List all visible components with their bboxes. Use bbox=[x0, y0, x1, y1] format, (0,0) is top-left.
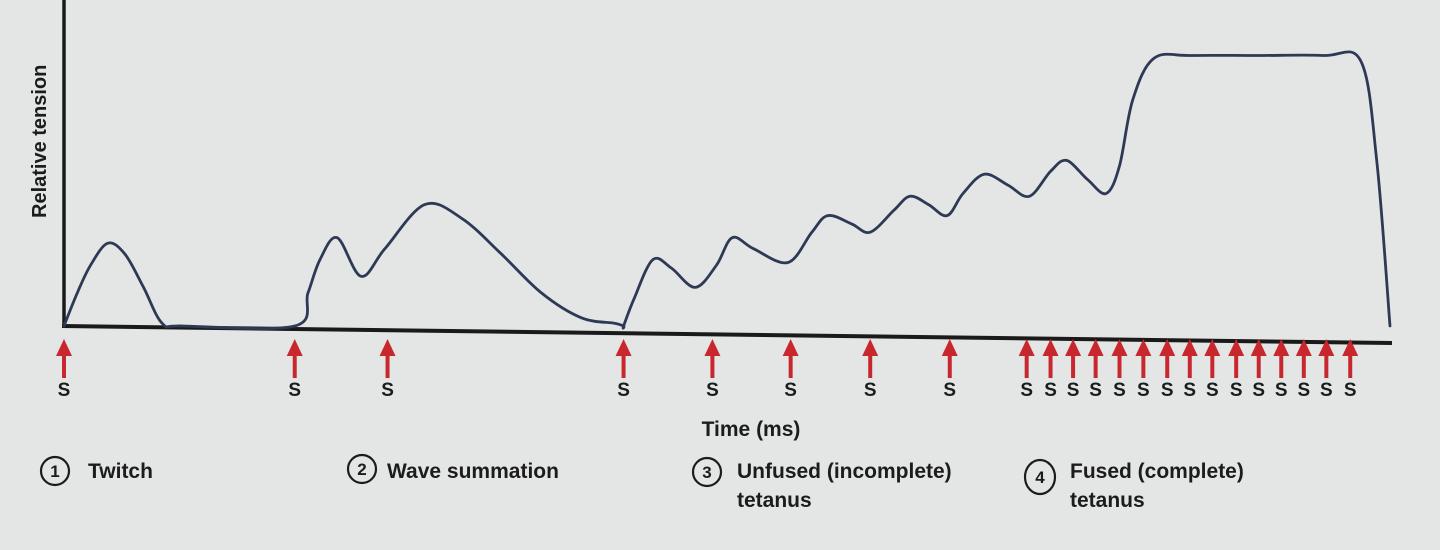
stimulus-10: S bbox=[1065, 339, 1082, 401]
circled-number-ring bbox=[346, 453, 378, 485]
stimulus-label: S bbox=[1161, 380, 1174, 401]
stimulus-11: S bbox=[1087, 339, 1104, 401]
stimulus-label: S bbox=[1206, 380, 1219, 401]
stimulus-label: S bbox=[1297, 380, 1310, 401]
stimulus-label: S bbox=[1252, 380, 1265, 401]
phase-label-line: Twitch bbox=[88, 460, 153, 483]
stimulus-arrow-head bbox=[1204, 339, 1221, 356]
stimulus-1: S bbox=[286, 339, 303, 401]
stimulus-arrow-head bbox=[1342, 339, 1359, 356]
stimulus-arrow-head bbox=[862, 339, 879, 356]
stimulus-17: S bbox=[1228, 339, 1245, 401]
phase-label-line: tetanus bbox=[1070, 489, 1145, 512]
phase-label-line: Unfused (incomplete) bbox=[737, 460, 952, 483]
stimulus-label: S bbox=[706, 380, 719, 401]
stimulus-21: S bbox=[1318, 339, 1335, 401]
stimulus-label: S bbox=[1137, 380, 1150, 401]
stimulus-arrow-head bbox=[1159, 339, 1176, 356]
stimulus-arrow-head bbox=[1273, 339, 1290, 356]
circled-number: 2 bbox=[357, 460, 366, 479]
stimulus-9: S bbox=[1042, 339, 1059, 401]
stimulus-arrow-head bbox=[1295, 339, 1312, 356]
stimulus-0: S bbox=[56, 339, 72, 401]
stimulus-arrow-head bbox=[1065, 339, 1082, 356]
stimulus-2: S bbox=[379, 339, 396, 401]
stimulus-arrow-head bbox=[1181, 339, 1198, 356]
stimulus-arrow-head bbox=[1018, 339, 1035, 356]
stimulus-label: S bbox=[1044, 380, 1057, 401]
circled-number-ring bbox=[691, 456, 723, 488]
stimulus-12: S bbox=[1111, 339, 1128, 401]
stimulus-label: S bbox=[58, 380, 71, 401]
stimulus-label: S bbox=[864, 380, 877, 401]
stimulus-label: S bbox=[943, 380, 956, 401]
circled-number: 3 bbox=[702, 463, 711, 482]
y-axis-label: Relative tension bbox=[29, 65, 51, 218]
stimulus-label: S bbox=[288, 380, 301, 401]
stimulus-arrow-head bbox=[615, 339, 632, 356]
stimulus-label: S bbox=[381, 380, 394, 401]
phase-label-line: Fused (complete) bbox=[1070, 460, 1244, 483]
phase-annotation-4: 4 Fused (complete) tetanus bbox=[1023, 458, 1244, 512]
stimulus-arrow-head bbox=[56, 339, 72, 356]
phase-annotation-2: 2 Wave summation bbox=[346, 453, 559, 485]
x-axis-label: Time (ms) bbox=[702, 418, 801, 441]
stimulus-4: S bbox=[704, 339, 721, 401]
stimulus-22: S bbox=[1342, 339, 1359, 401]
stimulus-arrow-head bbox=[1111, 339, 1128, 356]
stimulus-13: S bbox=[1135, 339, 1152, 401]
stimulus-label: S bbox=[1230, 380, 1243, 401]
tension-curve-0 bbox=[62, 50, 1392, 330]
circled-number: 4 bbox=[1035, 468, 1045, 487]
stimulus-7: S bbox=[941, 339, 958, 401]
phase-annotation-3: 3 Unfused (incomplete) tetanus bbox=[691, 456, 952, 512]
tension-curve-group bbox=[62, 50, 1392, 330]
stimulus-15: S bbox=[1181, 339, 1198, 401]
stimulus-label: S bbox=[1067, 380, 1080, 401]
stimulus-19: S bbox=[1273, 339, 1290, 401]
circled-number: 1 bbox=[50, 462, 59, 481]
phase-label-line: Wave summation bbox=[387, 460, 559, 483]
stimulus-label: S bbox=[784, 380, 797, 401]
stimulus-20: S bbox=[1295, 339, 1312, 401]
stimulus-arrow-head bbox=[704, 339, 721, 356]
stimulus-arrow-head bbox=[1087, 339, 1104, 356]
stimulus-arrow-head bbox=[1042, 339, 1059, 356]
stimulus-6: S bbox=[862, 339, 879, 401]
stimulus-label: S bbox=[1020, 380, 1033, 401]
stimulus-label: S bbox=[1089, 380, 1102, 401]
circled-number-ring bbox=[1023, 458, 1057, 496]
stimulus-arrow-head bbox=[782, 339, 799, 356]
phase-label-line: tetanus bbox=[737, 489, 812, 512]
stimulus-arrow-head bbox=[1135, 339, 1152, 356]
stimulus-16: S bbox=[1204, 339, 1221, 401]
stimulus-label: S bbox=[1275, 380, 1288, 401]
stimulus-label: S bbox=[1113, 380, 1126, 401]
stimulus-label: S bbox=[1183, 380, 1196, 401]
stimulus-8: S bbox=[1018, 339, 1035, 401]
stimulus-14: S bbox=[1159, 339, 1176, 401]
phase-annotation-1: 1 Twitch bbox=[39, 455, 153, 487]
circled-number-ring bbox=[39, 455, 71, 487]
stimulus-arrow-head bbox=[286, 339, 303, 356]
stimulus-arrow-head bbox=[941, 339, 958, 356]
stimulus-5: S bbox=[782, 339, 799, 401]
phase-annotations: 1 Twitch 2 Wave summation 3 Unfused (incomple… bbox=[39, 453, 1244, 512]
stimulus-label: S bbox=[1320, 380, 1333, 401]
stimulus-label: S bbox=[1344, 380, 1357, 401]
stimulus-arrow-head bbox=[1228, 339, 1245, 356]
stimulus-arrow-head bbox=[1318, 339, 1335, 356]
stimulus-arrow-head bbox=[379, 339, 396, 356]
stimulus-18: S bbox=[1250, 339, 1267, 401]
stimulus-label: S bbox=[617, 380, 630, 401]
stimulus-3: S bbox=[615, 339, 632, 401]
stimulus-arrow-head bbox=[1250, 339, 1267, 356]
